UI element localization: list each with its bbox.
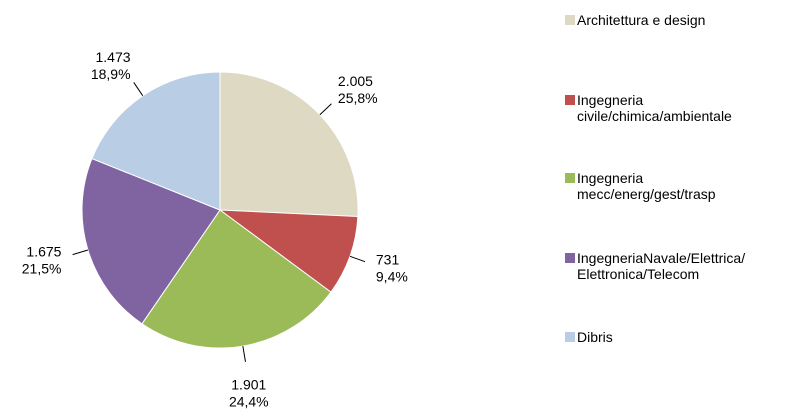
leader-line	[72, 249, 89, 256]
legend-swatch	[565, 173, 575, 183]
legend-label: Architettura e design	[577, 12, 706, 28]
data-label: 1.675	[26, 243, 61, 259]
legend-label: Dibris	[577, 329, 613, 345]
pie-slice	[218, 209, 359, 293]
percent-label: 24,4%	[229, 394, 269, 410]
legend-swatch	[565, 95, 575, 105]
data-label: 731	[376, 251, 400, 267]
pie-slice	[219, 71, 359, 218]
pie-slice	[91, 71, 221, 211]
percent-label: 25,8%	[338, 90, 378, 106]
leader-line	[133, 82, 144, 96]
leader-line	[242, 346, 246, 362]
legend-label: Ingegneria mecc/energ/gest/trasp	[577, 170, 716, 202]
legend-swatch	[565, 15, 575, 25]
percent-label: 21,5%	[22, 260, 62, 276]
legend-label: IngegneriaNavale/Elettrica/ Elettronica/…	[577, 250, 746, 282]
leader-line	[319, 103, 332, 116]
data-label: 1.901	[231, 377, 266, 393]
data-label: 1.473	[96, 49, 131, 65]
legend-label: Ingegneria civile/chimica/ambientale	[577, 92, 732, 124]
percent-label: 9,4%	[376, 268, 408, 284]
percent-label: 18,9%	[91, 66, 131, 82]
legend-swatch	[565, 332, 575, 342]
legend-swatch	[565, 253, 575, 263]
leader-line	[349, 255, 366, 263]
data-label: 2.005	[338, 73, 373, 89]
